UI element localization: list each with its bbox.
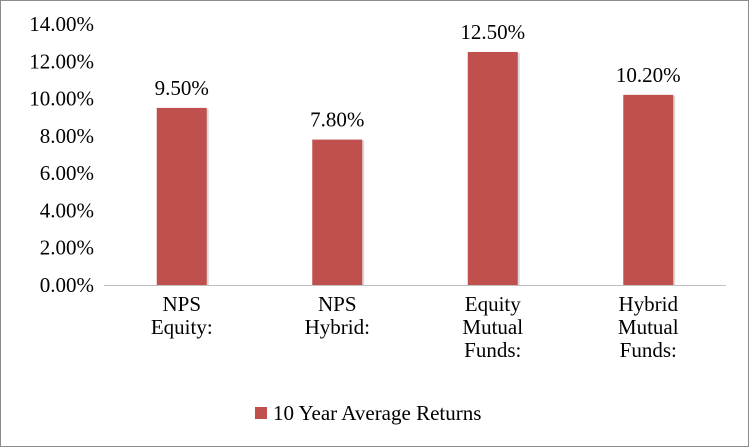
y-tick-label: 14.00% — [29, 12, 94, 36]
category-label-line: Funds: — [620, 338, 677, 362]
y-tick-label: 2.00% — [40, 236, 94, 260]
category-label-line: Funds: — [464, 338, 521, 362]
category-label-line: NPS — [318, 292, 357, 316]
data-label: 7.80% — [310, 108, 364, 132]
bar[interactable] — [156, 107, 207, 286]
bar[interactable] — [467, 51, 518, 285]
category-label-line: Hybrid: — [305, 315, 370, 339]
bar[interactable] — [623, 94, 674, 285]
data-label: 12.50% — [460, 20, 525, 44]
legend-label: 10 Year Average Returns — [273, 401, 481, 425]
y-tick-label: 0.00% — [40, 273, 94, 297]
category-label-line: Mutual — [462, 315, 523, 339]
y-tick-label: 8.00% — [40, 124, 94, 148]
category-label-line: Equity: — [151, 315, 213, 339]
category-label: Equity Mutual Funds: — [462, 292, 523, 362]
data-label: 9.50% — [155, 76, 209, 100]
category-label: NPS Equity: — [151, 292, 213, 339]
bar[interactable] — [312, 139, 363, 285]
category-label-line: Equity — [465, 292, 521, 316]
y-tick-label: 12.00% — [29, 49, 94, 73]
y-tick-label: 10.00% — [29, 87, 94, 111]
y-tick-label: 4.00% — [40, 198, 94, 222]
data-label: 10.20% — [616, 63, 681, 87]
category-label-line: Mutual — [618, 315, 679, 339]
y-tick-label: 6.00% — [40, 161, 94, 185]
category-label: NPS Hybrid: — [305, 292, 370, 339]
category-label: Hybrid Mutual Funds: — [618, 292, 679, 362]
legend-swatch — [255, 407, 267, 419]
category-label-line: Hybrid — [619, 292, 679, 316]
category-label-line: NPS — [162, 292, 201, 316]
